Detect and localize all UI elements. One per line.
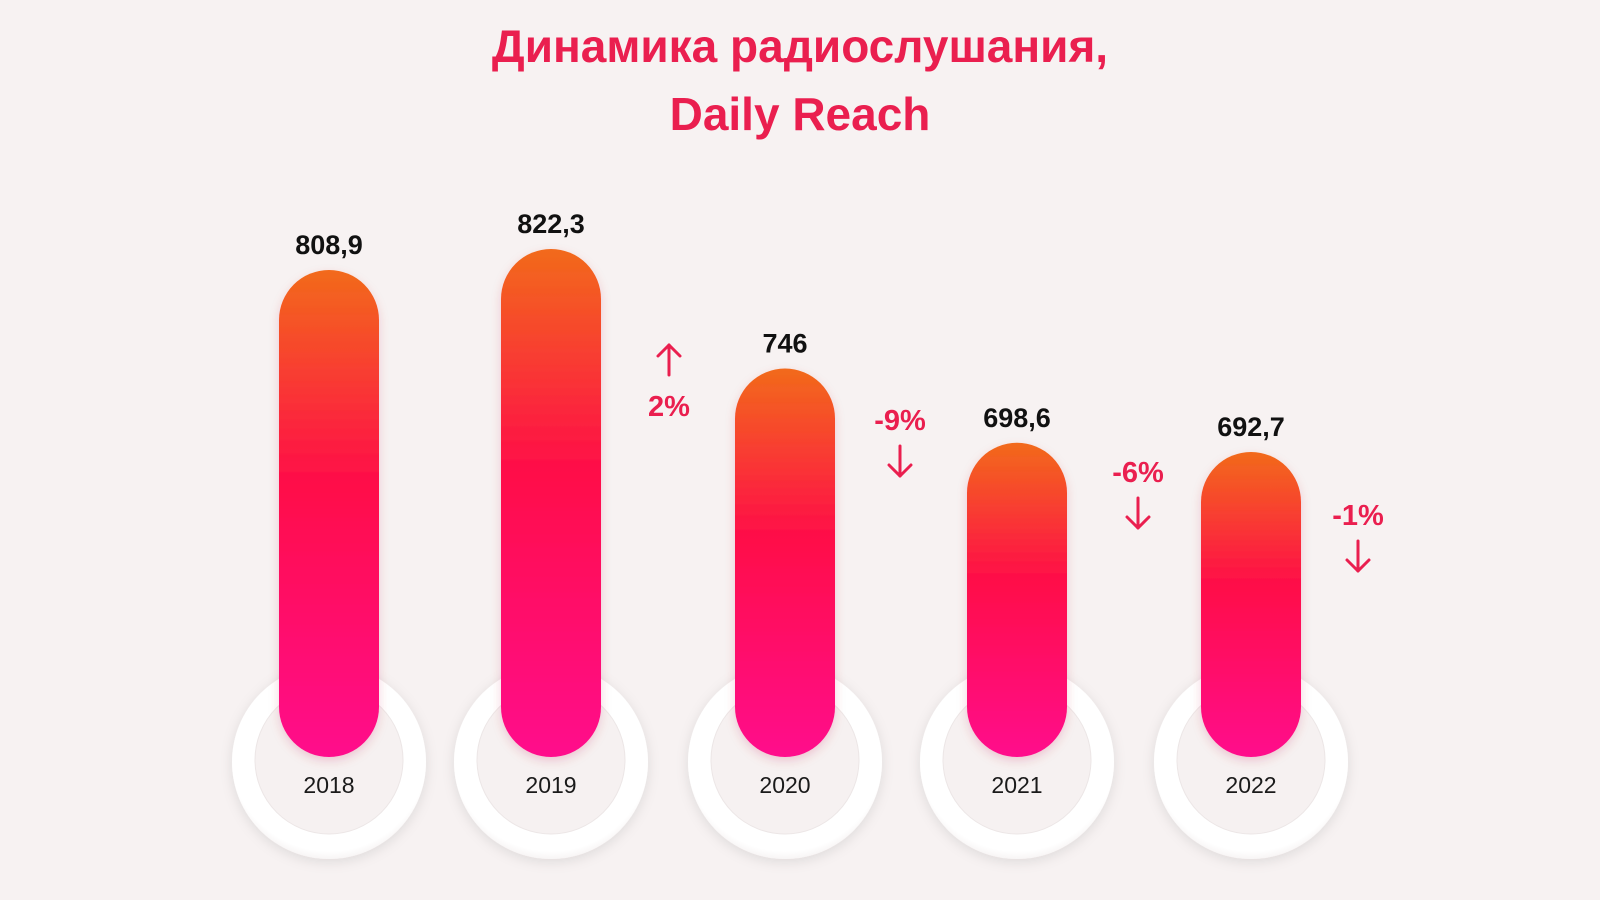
value-label-2021: 698,6 [983,403,1051,433]
year-label-2022: 2022 [1225,772,1276,798]
bar-2021 [967,442,1067,757]
arrow-down-head [1125,515,1151,530]
value-label-2019: 822,3 [517,209,585,239]
value-label-2022: 692,7 [1217,412,1285,442]
chart-title: Динамика радиослушания, [492,20,1108,72]
year-label-2020: 2020 [759,772,810,798]
change-label-4: -1% [1332,500,1384,532]
value-label-2018: 808,9 [295,230,363,260]
change-label-3: -6% [1112,457,1164,489]
arrow-down-head [887,463,913,478]
bar-2019 [501,249,601,757]
change-label-1: 2% [648,391,690,423]
year-label-2019: 2019 [525,772,576,798]
value-label-2020: 746 [762,329,807,359]
year-label-2021: 2021 [991,772,1042,798]
arrow-down-head [1345,558,1371,573]
arrow-up-head [656,343,682,358]
chart-subtitle: Daily Reach [670,88,931,140]
bar-2022 [1201,452,1301,757]
bar-2018 [279,269,379,757]
year-label-2018: 2018 [303,772,354,798]
change-label-2: -9% [874,405,926,437]
change-indicator-4: -1% [1332,500,1384,573]
change-indicator-2: -9% [874,405,926,478]
bar-2020 [735,368,835,757]
change-indicator-1: 2% [648,343,690,423]
change-indicator-3: -6% [1112,457,1164,530]
